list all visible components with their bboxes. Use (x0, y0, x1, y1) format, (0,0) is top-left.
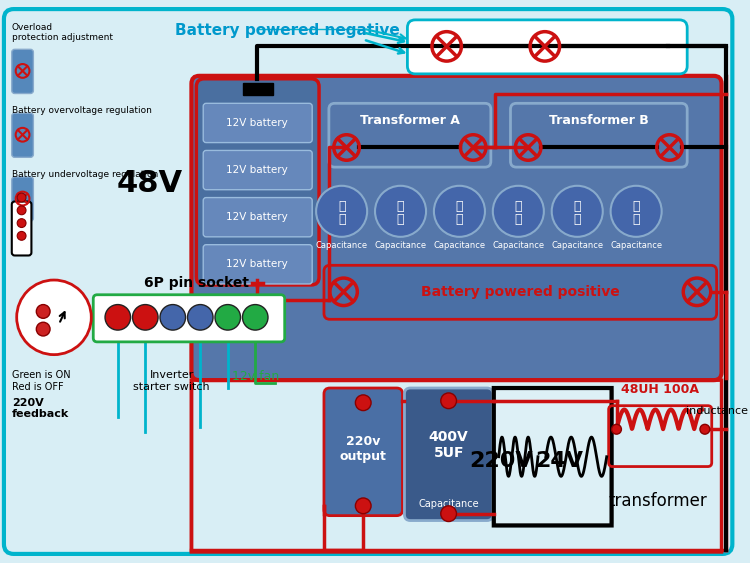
Circle shape (160, 305, 185, 330)
Text: 电: 电 (338, 200, 346, 213)
FancyBboxPatch shape (324, 388, 403, 516)
Text: 400V
5UF: 400V 5UF (429, 430, 469, 460)
FancyBboxPatch shape (12, 50, 34, 93)
Text: inductance: inductance (686, 406, 748, 415)
Text: Capacitance: Capacitance (419, 499, 479, 509)
Text: 容: 容 (397, 213, 404, 226)
FancyBboxPatch shape (203, 150, 312, 190)
Circle shape (36, 322, 50, 336)
Circle shape (17, 218, 26, 227)
Text: 12V battery: 12V battery (226, 260, 288, 269)
Text: Capacitance: Capacitance (316, 241, 368, 250)
Circle shape (17, 193, 26, 202)
FancyBboxPatch shape (203, 198, 312, 237)
FancyBboxPatch shape (93, 295, 285, 342)
Text: Capacitance: Capacitance (551, 241, 603, 250)
Circle shape (611, 425, 622, 434)
Text: 48V: 48V (116, 169, 182, 198)
Text: 48UH 100A: 48UH 100A (621, 383, 699, 396)
Text: 电: 电 (632, 200, 640, 213)
Circle shape (105, 305, 130, 330)
FancyBboxPatch shape (4, 9, 732, 554)
Circle shape (188, 305, 213, 330)
Text: 6P pin socket: 6P pin socket (144, 276, 249, 290)
Circle shape (17, 206, 26, 215)
Circle shape (700, 425, 709, 434)
Text: Battery powered negative: Battery powered negative (175, 23, 400, 38)
Text: Green is ON
Red is OFF: Green is ON Red is OFF (12, 370, 70, 392)
Circle shape (441, 393, 457, 409)
FancyBboxPatch shape (203, 104, 312, 142)
Text: 12V battery: 12V battery (226, 165, 288, 175)
Text: Inverter
starter switch: Inverter starter switch (134, 370, 210, 392)
FancyBboxPatch shape (494, 388, 611, 525)
FancyBboxPatch shape (12, 177, 34, 221)
Text: Capacitance: Capacitance (492, 241, 544, 250)
Text: 12v fan: 12v fan (232, 370, 279, 383)
Text: 220v
output: 220v output (340, 435, 387, 463)
Text: 12V battery: 12V battery (226, 118, 288, 128)
Text: 容: 容 (338, 213, 346, 226)
Circle shape (242, 305, 268, 330)
Circle shape (17, 231, 26, 240)
Circle shape (493, 186, 544, 237)
Text: 24V: 24V (536, 450, 584, 471)
Circle shape (133, 305, 158, 330)
Text: 220V
feedback: 220V feedback (12, 398, 69, 419)
Circle shape (434, 186, 485, 237)
Text: Transformer B: Transformer B (549, 114, 649, 127)
FancyBboxPatch shape (191, 76, 722, 380)
Circle shape (356, 395, 371, 410)
Circle shape (356, 498, 371, 513)
Text: Capacitance: Capacitance (433, 241, 485, 250)
Text: transformer: transformer (609, 492, 707, 510)
Text: 电: 电 (456, 200, 464, 213)
Text: 12V battery: 12V battery (226, 212, 288, 222)
Text: 容: 容 (574, 213, 581, 226)
FancyBboxPatch shape (203, 245, 312, 284)
Text: 电: 电 (514, 200, 522, 213)
Text: 电: 电 (574, 200, 581, 213)
Text: 容: 容 (514, 213, 522, 226)
Bar (244, 83, 273, 96)
Text: Transformer A: Transformer A (361, 114, 460, 127)
Text: Battery overvoltage regulation: Battery overvoltage regulation (12, 106, 152, 115)
Circle shape (316, 186, 368, 237)
Text: Battery powered positive: Battery powered positive (421, 285, 620, 299)
Circle shape (552, 186, 603, 237)
FancyBboxPatch shape (407, 20, 687, 74)
FancyBboxPatch shape (511, 104, 687, 167)
Circle shape (16, 280, 92, 355)
FancyBboxPatch shape (12, 202, 32, 256)
Circle shape (215, 305, 241, 330)
Text: 电: 电 (397, 200, 404, 213)
FancyBboxPatch shape (324, 265, 717, 319)
Circle shape (441, 506, 457, 521)
Text: Overload
protection adjustment: Overload protection adjustment (12, 23, 112, 42)
Text: 220V: 220V (469, 450, 532, 471)
Circle shape (610, 186, 662, 237)
Circle shape (36, 305, 50, 318)
Text: Capacitance: Capacitance (374, 241, 427, 250)
FancyBboxPatch shape (328, 104, 490, 167)
FancyBboxPatch shape (196, 79, 319, 285)
FancyBboxPatch shape (404, 388, 493, 521)
Text: 容: 容 (456, 213, 464, 226)
Text: Capacitance: Capacitance (610, 241, 662, 250)
FancyBboxPatch shape (12, 113, 34, 157)
Circle shape (375, 186, 426, 237)
Text: Battery undervoltage regulation: Battery undervoltage regulation (12, 170, 158, 179)
Text: 容: 容 (632, 213, 640, 226)
